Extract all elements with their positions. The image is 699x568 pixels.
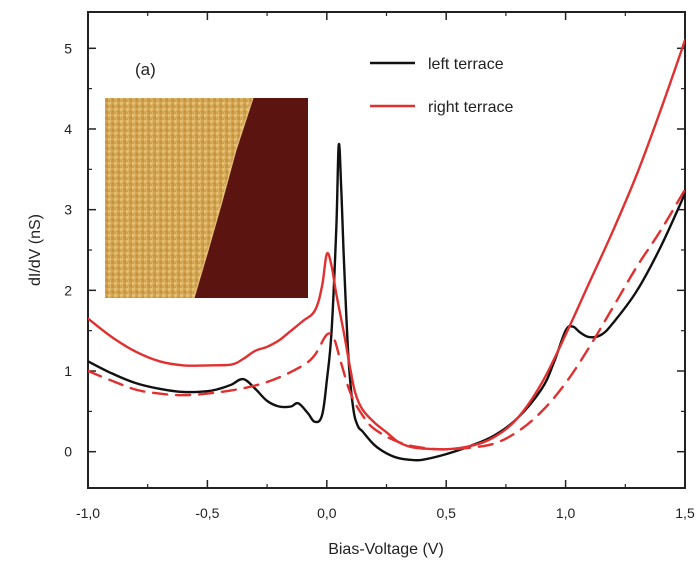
y-tick-label: 1 (64, 363, 72, 379)
inset-stm-image (105, 97, 308, 299)
x-tick-label: 0,0 (317, 505, 337, 521)
x-tick-label: 1,5 (675, 505, 695, 521)
inset-step-edge (193, 97, 254, 299)
x-tick-label: 1,0 (556, 505, 576, 521)
y-tick-label: 3 (64, 202, 72, 218)
legend: left terrace right terrace (370, 56, 513, 116)
x-tick-label: -1,0 (76, 505, 100, 521)
series-dashed-fit (88, 188, 685, 451)
series-layer (88, 39, 685, 462)
y-tick-label: 2 (64, 282, 72, 298)
inset-dark-terrace (194, 98, 308, 298)
panel-label: (a) (135, 60, 156, 79)
legend-label-left-terrace: left terrace (428, 56, 504, 73)
y-tick-label: 5 (64, 40, 72, 56)
y-tick-label: 0 (64, 444, 72, 460)
series-left-terrace (88, 142, 685, 462)
series-right-terrace (88, 39, 685, 451)
x-tick-label: -0,5 (195, 505, 219, 521)
legend-label-right-terrace: right terrace (428, 99, 513, 116)
y-tick-label: 4 (64, 121, 72, 137)
x-tick-label: 0,5 (436, 505, 456, 521)
x-axis-label: Bias-Voltage (V) (328, 541, 444, 558)
y-axis-label: dI/dV (nS) (27, 214, 44, 286)
